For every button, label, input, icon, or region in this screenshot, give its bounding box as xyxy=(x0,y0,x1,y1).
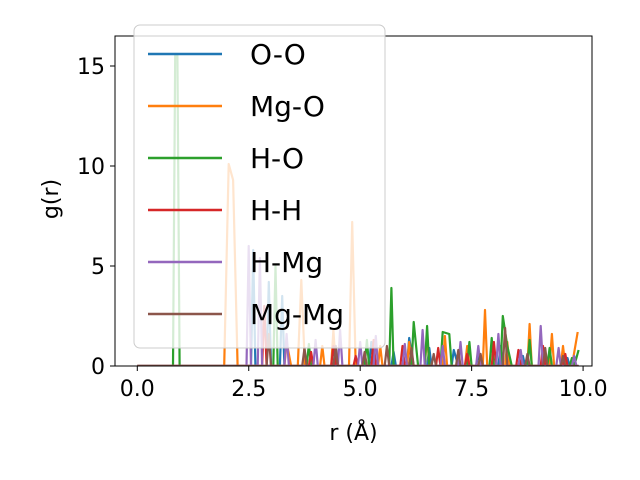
y-axis-label: g(r) xyxy=(39,179,64,219)
series-line-o-o xyxy=(137,248,579,366)
x-tick-label: 0.0 xyxy=(120,377,155,402)
x-tick-label: 5.0 xyxy=(343,377,378,402)
legend-label-h-mg: H-Mg xyxy=(250,246,323,279)
legend-label-mg-o: Mg-O xyxy=(250,90,325,123)
x-tick-label: 2.5 xyxy=(231,377,266,402)
y-tick-label: 15 xyxy=(77,55,105,80)
y-tick-label: 10 xyxy=(77,155,105,180)
x-axis-label: r (Å) xyxy=(329,419,377,446)
legend-label-h-h: H-H xyxy=(250,194,302,227)
series-line-h-mg xyxy=(137,244,578,366)
legend-label-mg-mg: Mg-Mg xyxy=(250,298,344,331)
legend: O-O Mg-O H-O H-H H-Mg Mg-Mg xyxy=(133,24,386,349)
y-axis: 0 5 10 15 xyxy=(77,55,115,380)
x-axis: 0.0 2.5 5.0 7.5 10.0 xyxy=(120,366,608,402)
x-tick-label: 7.5 xyxy=(454,377,489,402)
legend-label-o-o: O-O xyxy=(250,38,306,71)
y-tick-label: 5 xyxy=(91,255,105,280)
legend-label-h-o: H-O xyxy=(250,142,304,175)
series-line-mg-mg xyxy=(137,326,579,366)
x-tick-label: 10.0 xyxy=(559,377,608,402)
y-tick-label: 0 xyxy=(91,355,105,380)
